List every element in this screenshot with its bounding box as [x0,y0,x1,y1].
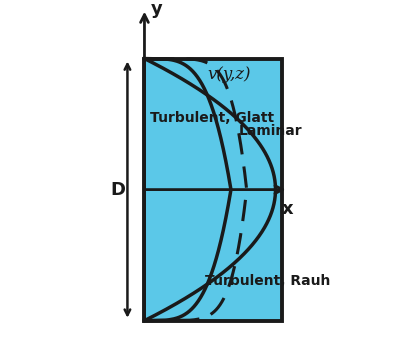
Text: Laminar: Laminar [239,124,302,138]
Polygon shape [144,59,282,321]
Text: y: y [151,0,163,18]
Text: x: x [281,200,293,218]
Text: v(y,z): v(y,z) [207,66,251,83]
Text: Turbulent, Glatt: Turbulent, Glatt [150,110,274,125]
Text: Turbulent, Rauh: Turbulent, Rauh [205,274,330,288]
Text: D: D [111,181,126,199]
